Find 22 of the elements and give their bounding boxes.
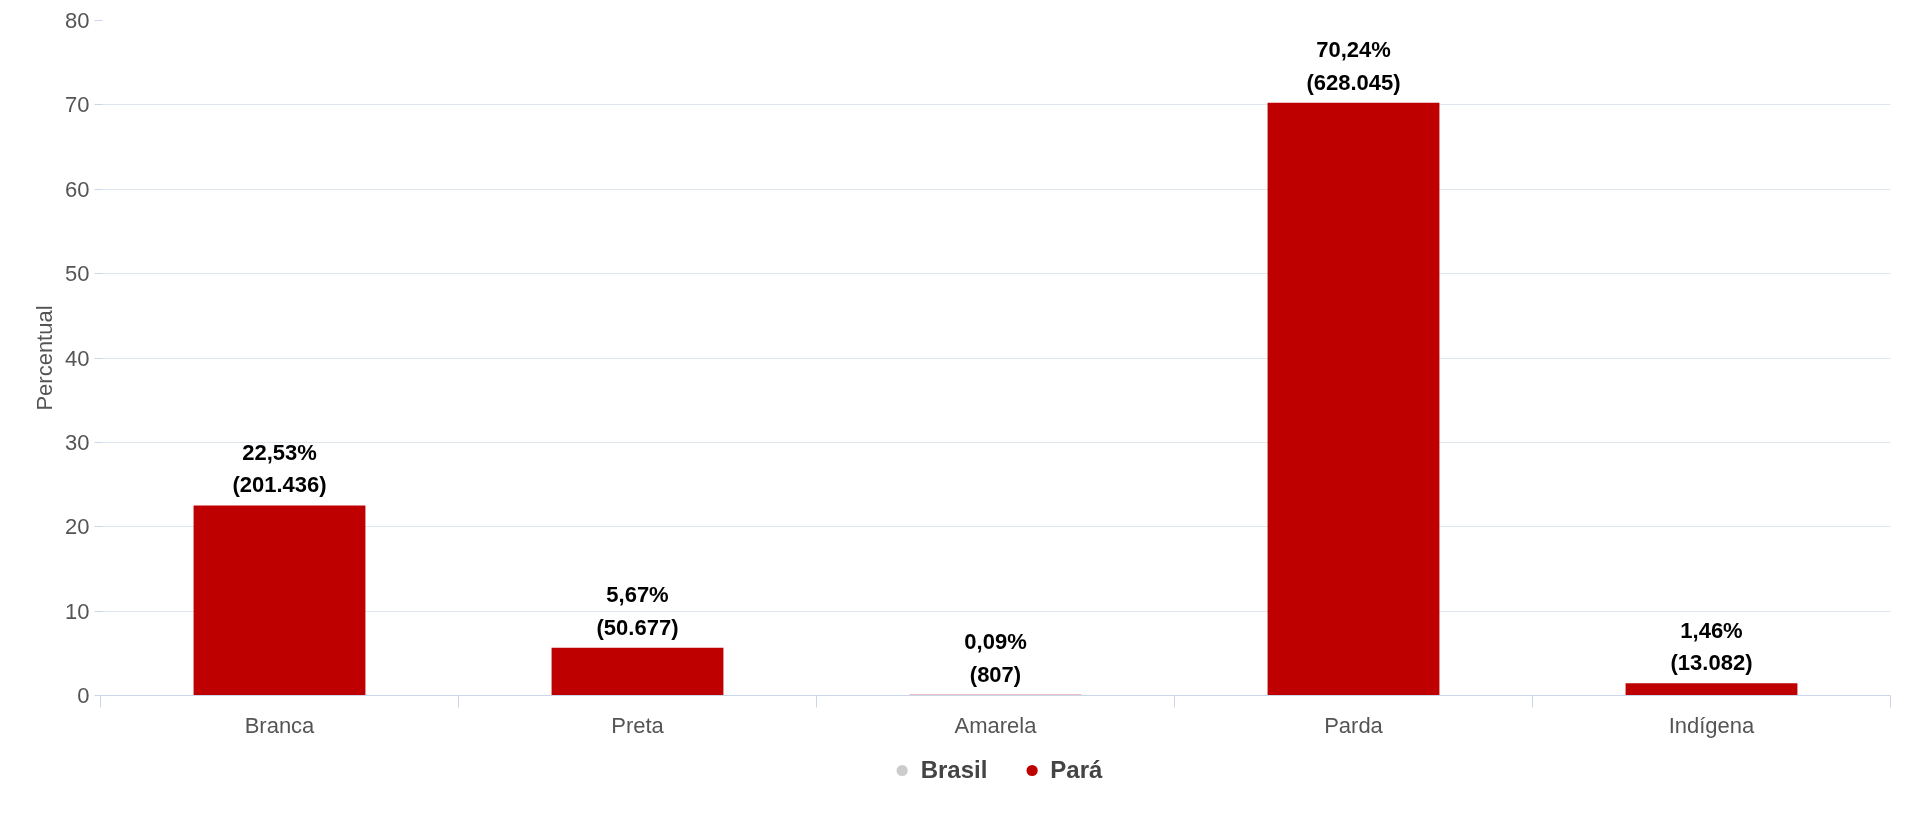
y-tick-label: 60 (65, 176, 90, 202)
data-label: 0,09% (807) (964, 629, 1027, 687)
y-tick-label: 40 (65, 345, 90, 371)
y-axis-title: Percentual (32, 305, 58, 411)
data-label: 70,24% (628.045) (1306, 37, 1401, 95)
x-tick-label: Branca (244, 712, 316, 738)
data-label: 1,46% (13.082) (1670, 617, 1753, 676)
legend-label: Brasil (920, 756, 988, 784)
x-tick-label: Preta (611, 712, 665, 738)
y-tick-label: 50 (65, 261, 90, 287)
y-tick-label: 20 (65, 514, 90, 540)
x-tick-label: Indígena (1668, 712, 1756, 738)
data-label: 22,53% (201.436) (232, 439, 327, 498)
y-tick-label: 10 (65, 598, 90, 624)
y-tick-label: 70 (65, 92, 90, 118)
x-tick-label: Parda (1324, 712, 1384, 738)
x-tick-label: Amarela (954, 712, 1038, 738)
y-tick-label: 0 (77, 683, 90, 708)
legend-label: Pará (1050, 756, 1103, 784)
y-tick-label: 30 (65, 429, 90, 455)
y-tick-label: 80 (65, 8, 90, 33)
data-label: 5,67% (50.677) (596, 582, 679, 640)
